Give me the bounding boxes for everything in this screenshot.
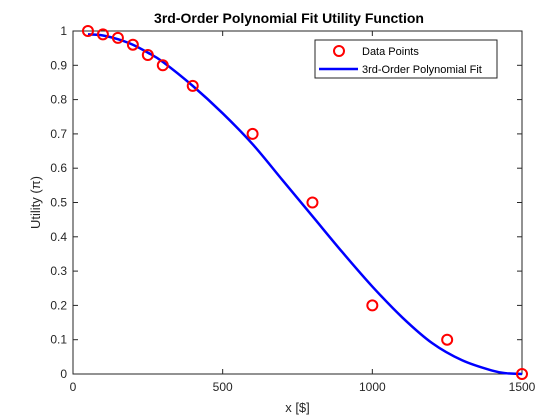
x-axis: 0 500 1000 1500	[70, 31, 536, 394]
legend-marker-data-points	[333, 45, 345, 57]
x-tick-label: 0	[70, 380, 77, 394]
data-point	[96, 28, 109, 41]
y-tick-label: 0.4	[50, 230, 67, 244]
legend-box	[314, 39, 498, 79]
legend: Data Points 3rd-Order Polynomial Fit	[314, 39, 498, 79]
x-tick-label: 1000	[359, 380, 386, 394]
y-axis: 0 0.1 0.2 0.3 0.4 0.5 0.6 0.7 0.8 0.9 1	[50, 24, 522, 381]
data-point	[246, 127, 259, 140]
data-point	[81, 25, 94, 37]
data-point	[516, 368, 528, 380]
data-point	[366, 299, 379, 312]
legend-label-polynomial-fit: 3rd-Order Polynomial Fit	[362, 64, 482, 76]
legend-label-data-points: Data Points	[362, 46, 419, 58]
data-point	[141, 49, 154, 62]
y-tick-label: 0.3	[50, 264, 67, 278]
y-tick-label: 0.1	[50, 333, 67, 347]
y-tick-label: 0.6	[50, 161, 67, 175]
x-axis-label: x [$]	[285, 400, 310, 415]
y-tick-label: 0.5	[50, 196, 67, 210]
series-layer	[81, 25, 528, 380]
polynomial-fit-line	[87, 33, 523, 376]
data-point	[156, 59, 169, 72]
plot-area	[72, 30, 523, 375]
axes-box	[72, 30, 523, 375]
y-tick-label: 0	[60, 367, 67, 381]
y-tick-label: 0.9	[50, 58, 67, 72]
data-point	[111, 31, 124, 44]
data-point	[306, 196, 319, 209]
data-point	[441, 333, 454, 346]
y-axis-label: Utility (π)	[28, 176, 43, 229]
y-tick-label: 0.8	[50, 93, 67, 107]
data-point	[186, 79, 199, 92]
y-tick-label: 1	[60, 24, 67, 38]
y-tick-label: 0.2	[50, 298, 67, 312]
data-point	[126, 38, 139, 51]
chart-title: 3rd-Order Polynomial Fit Utility Functio…	[154, 10, 424, 26]
x-tick-label: 1500	[509, 380, 536, 394]
y-tick-label: 0.7	[50, 127, 67, 141]
x-tick-label: 500	[213, 380, 233, 394]
